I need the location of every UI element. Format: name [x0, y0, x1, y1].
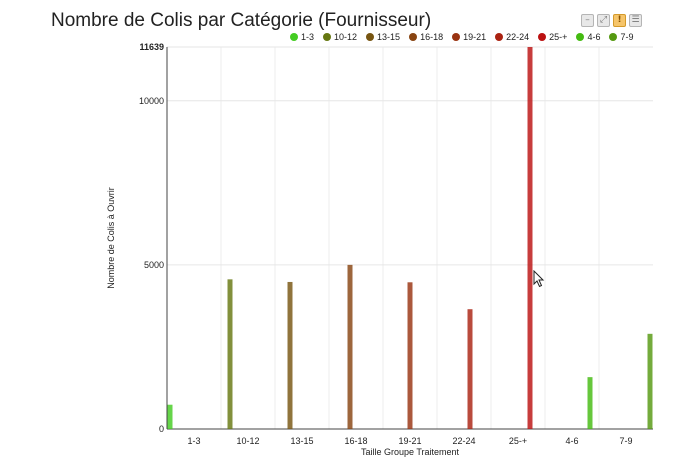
x-tick-label: 1-3 — [187, 436, 200, 446]
legend-label: 25-+ — [549, 32, 568, 42]
legend-label: 13-15 — [377, 32, 401, 42]
mouse-cursor-icon — [533, 270, 545, 288]
legend-label: 4-6 — [587, 32, 601, 42]
x-tick-label: 22-24 — [452, 436, 475, 446]
x-tick-label: 7-9 — [619, 436, 632, 446]
bar-16-18 — [347, 264, 353, 429]
legend-item-7-9[interactable]: 7-9 — [609, 32, 633, 42]
legend-swatch — [366, 33, 375, 41]
bar-25-+ — [527, 47, 533, 429]
legend-item-1-3[interactable]: 1-3 — [290, 32, 314, 42]
x-tick-label: 13-15 — [290, 436, 313, 446]
bar-10-12 — [227, 279, 233, 429]
legend-label: 1-3 — [301, 32, 315, 42]
legend-label: 7-9 — [620, 32, 634, 42]
legend-item-22-24[interactable]: 22-24 — [495, 32, 529, 42]
legend-swatch — [452, 33, 461, 41]
y-tick-label: 10000 — [139, 96, 164, 106]
y-tick-label: 11639 — [139, 42, 164, 52]
legend-item-19-21[interactable]: 19-21 — [452, 32, 486, 42]
legend-swatch — [495, 33, 504, 41]
y-axis-title: Nombre de Colis à Ouvrir — [106, 187, 116, 289]
legend-item-25-+[interactable]: 25-+ — [538, 32, 567, 42]
x-tick-label: 4-6 — [565, 436, 578, 446]
legend-item-13-15[interactable]: 13-15 — [366, 32, 400, 42]
bar-1-3 — [167, 404, 173, 429]
bar-4-6 — [587, 377, 593, 429]
chart-legend: 1-3 10-12 13-15 16-18 19-21 22-24 25-+ 4-6 7-9 — [290, 32, 633, 42]
legend-swatch — [323, 33, 332, 41]
y-tick-label: 0 — [159, 424, 164, 434]
minimize-icon[interactable]: – — [581, 14, 594, 27]
x-tick-label: 25-+ — [509, 436, 527, 446]
chart-toolbar: – ⤢ ! ☰ — [581, 14, 642, 27]
x-tick-label: 19-21 — [398, 436, 421, 446]
bar-7-9 — [647, 333, 653, 429]
legend-swatch — [409, 33, 418, 41]
legend-label: 19-21 — [463, 32, 487, 42]
alert-icon[interactable]: ! — [613, 14, 626, 27]
y-tick-label: 5000 — [144, 260, 164, 270]
legend-swatch — [576, 33, 585, 41]
legend-item-10-12[interactable]: 10-12 — [323, 32, 357, 42]
legend-label: 10-12 — [334, 32, 358, 42]
bar-22-24 — [467, 309, 473, 429]
chart-title: Nombre de Colis par Catégorie (Fournisse… — [51, 10, 432, 31]
legend-label: 16-18 — [420, 32, 444, 42]
legend-item-4-6[interactable]: 4-6 — [576, 32, 600, 42]
legend-swatch — [290, 33, 298, 41]
x-axis-title: Taille Groupe Traitement — [361, 447, 460, 457]
legend-label: 22-24 — [506, 32, 530, 42]
x-tick-label: 10-12 — [236, 436, 259, 446]
x-tick-label: 16-18 — [344, 436, 367, 446]
bar-19-21 — [407, 282, 413, 429]
fullscreen-icon[interactable]: ⤢ — [597, 14, 610, 27]
legend-swatch — [609, 33, 618, 41]
legend-swatch — [538, 33, 547, 41]
legend-item-16-18[interactable]: 16-18 — [409, 32, 443, 42]
menu-icon[interactable]: ☰ — [629, 14, 642, 27]
bar-13-15 — [287, 281, 293, 429]
